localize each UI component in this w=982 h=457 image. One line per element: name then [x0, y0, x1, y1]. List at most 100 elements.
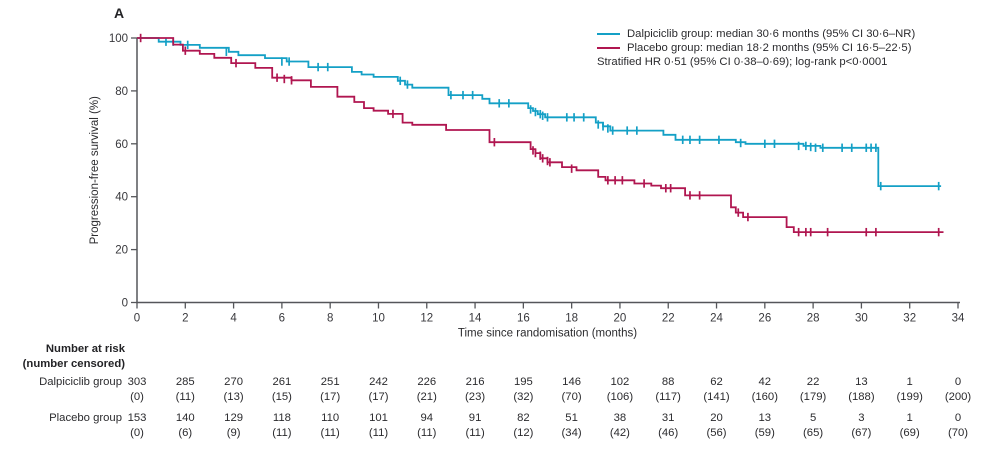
risk-cell: 270	[224, 376, 244, 388]
risk-cell: 91	[468, 412, 482, 424]
y-tick-label: 0	[122, 298, 128, 310]
risk-cell: (67)	[851, 427, 872, 439]
y-tick-label: 40	[115, 192, 128, 204]
risk-cell: (11)	[272, 427, 292, 439]
risk-cell: (200)	[944, 391, 972, 403]
risk-cell: (6)	[178, 427, 193, 439]
risk-cell: 118	[272, 412, 291, 424]
x-tick-label: 16	[517, 313, 530, 325]
y-tick-label: 20	[115, 245, 128, 257]
risk-cell: 285	[175, 376, 195, 388]
x-tick-label: 10	[372, 313, 385, 325]
x-tick-label: 22	[662, 313, 675, 325]
risk-cell: (106)	[606, 391, 634, 403]
risk-cell: (56)	[706, 427, 727, 439]
risk-cell: (70)	[947, 427, 969, 439]
risk-cell: 226	[417, 376, 437, 388]
placebo-line-swatch	[597, 47, 620, 49]
panel-label: A	[114, 5, 125, 21]
x-tick-label: 24	[710, 313, 723, 325]
risk-cell: (160)	[751, 391, 778, 403]
risk-cell: 88	[661, 376, 675, 388]
censored-row: (0) (11) (13) (15) (17) (17) (21) (23) (32) (70) (…	[0, 391, 982, 404]
x-tick-label: 18	[565, 313, 578, 325]
risk-cell: (11)	[465, 427, 485, 439]
chart-legend: Dalpiciclib group: median 30·6 months (9…	[597, 27, 915, 69]
risk-cell: 251	[320, 376, 340, 388]
legend-placebo-label: Placebo group: median 18·2 months (95% C…	[627, 42, 912, 54]
risk-cell: 195	[513, 376, 533, 388]
risk-cell: (15)	[271, 391, 292, 403]
y-axis-title: Progression-free survival (%)	[89, 96, 101, 244]
risk-cell: 303	[127, 376, 147, 388]
risk-cell: 42	[758, 376, 772, 388]
risk-cell: 51	[565, 412, 578, 424]
risk-cell: 140	[175, 412, 195, 424]
risk-cell: (21)	[416, 391, 437, 403]
risk-cell: (141)	[703, 391, 730, 403]
risk-cell: 153	[127, 412, 147, 424]
risk-cell: 22	[806, 376, 820, 388]
at-risk-row: 153 140 129 118 110 101 94 91 82 51 38 31 20 13 5 3 1 0	[0, 412, 982, 425]
x-tick-label: 28	[807, 313, 820, 325]
risk-cell: 129	[224, 412, 244, 424]
risk-cell: 101	[369, 412, 388, 424]
risk-cell: (12)	[513, 427, 534, 439]
x-tick-label: 34	[952, 313, 965, 325]
risk-cell: 5	[809, 412, 817, 424]
risk-table-header-1: Number at risk	[45, 343, 125, 355]
risk-cell: (199)	[896, 391, 923, 403]
legend-stats-line: Stratified HR 0·51 (95% CI 0·38–0·69); l…	[597, 56, 888, 68]
risk-cell: (11)	[417, 427, 437, 439]
x-tick-label: 20	[614, 313, 627, 325]
y-tick-label: 100	[109, 33, 128, 45]
risk-cell: (65)	[803, 427, 824, 439]
risk-cell: (11)	[368, 427, 389, 439]
risk-cell: (59)	[754, 427, 775, 439]
risk-row-label: Dalpiciclib group	[39, 376, 122, 388]
at-risk-row: 303 285 270 261 251 242 226 216 195 146 102 88 62 42 2…	[0, 376, 982, 389]
risk-cell: 261	[272, 376, 292, 388]
risk-cell: (32)	[513, 391, 534, 403]
risk-cell: 146	[562, 376, 582, 388]
risk-cell: 20	[710, 412, 723, 424]
risk-cell: 94	[420, 412, 434, 424]
risk-cell: (117)	[655, 391, 681, 403]
legend-item-dalpiciclib: Dalpiciclib group: median 30·6 months (9…	[597, 27, 915, 41]
risk-cell: 1	[906, 412, 913, 424]
legend-item-placebo: Placebo group: median 18·2 months (95% C…	[597, 41, 915, 55]
survival-curve-dalpiciclib	[137, 37, 942, 187]
x-axis-title: Time since randomisation (months)	[458, 328, 637, 340]
risk-table-header-2: (number censored)	[22, 358, 125, 370]
risk-cell: (11)	[320, 427, 340, 439]
x-tick-label: 26	[758, 313, 771, 325]
x-tick-label: 2	[182, 313, 188, 325]
risk-cell: (17)	[368, 391, 389, 403]
x-tick-label: 12	[420, 313, 433, 325]
x-tick-label: 0	[134, 313, 140, 325]
legend-dalpiciclib-label: Dalpiciclib group: median 30·6 months (9…	[627, 28, 916, 40]
risk-cell: (70)	[561, 391, 582, 403]
x-tick-label: 14	[469, 313, 482, 325]
risk-cell: 216	[465, 376, 485, 388]
risk-cell: (13)	[223, 391, 244, 403]
risk-cell: (179)	[799, 391, 827, 403]
risk-cell: 62	[710, 376, 723, 388]
risk-cell: 110	[321, 412, 340, 424]
risk-cell: (11)	[175, 391, 195, 403]
risk-cell: 38	[613, 412, 627, 424]
risk-row-label: Placebo group	[49, 412, 122, 424]
x-tick-label: 30	[855, 313, 868, 325]
risk-cell: 0	[954, 376, 962, 388]
risk-cell: 1	[906, 376, 913, 388]
risk-cell: (46)	[658, 427, 679, 439]
y-tick-label: 80	[115, 86, 128, 98]
x-tick-label: 6	[279, 313, 285, 325]
risk-cell: (0)	[130, 427, 144, 439]
risk-cell: (188)	[848, 391, 875, 403]
risk-cell: (23)	[465, 391, 486, 403]
risk-cell: 0	[954, 412, 962, 424]
